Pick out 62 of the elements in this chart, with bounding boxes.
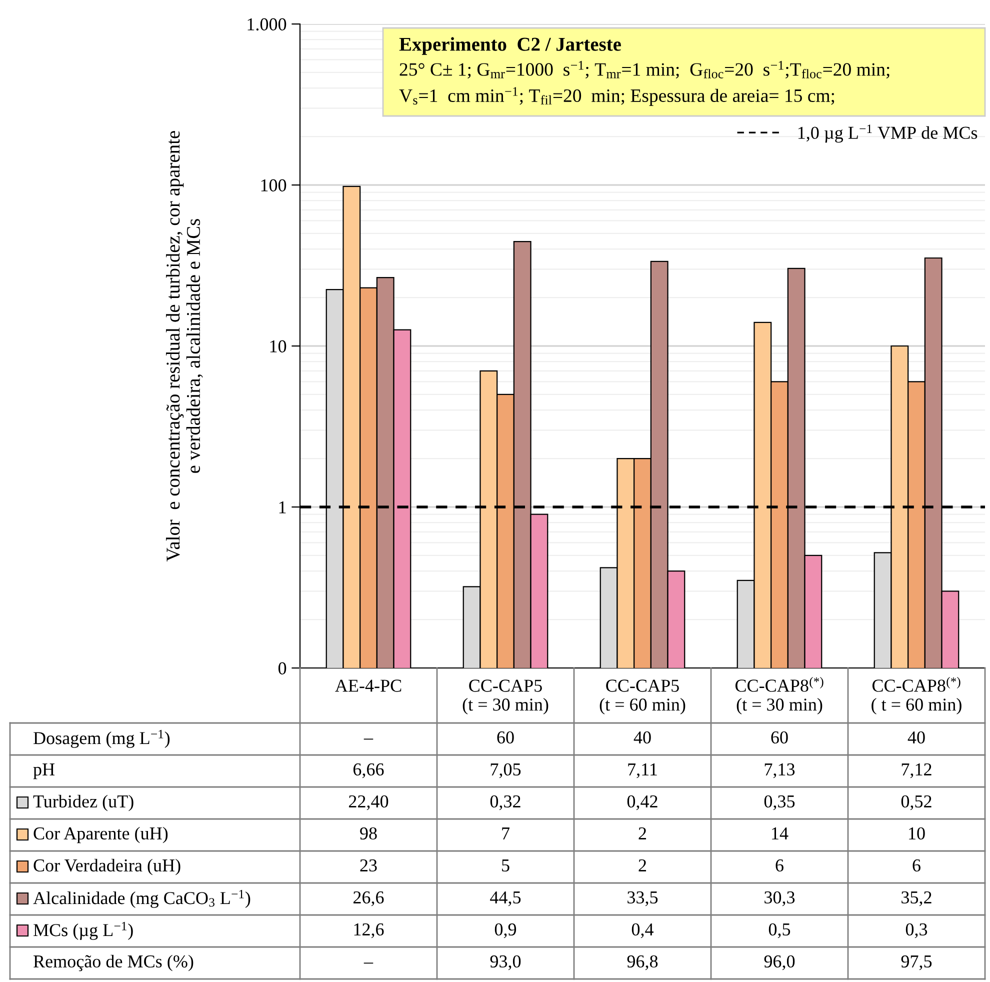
- data-label: 0,35: [764, 795, 795, 810]
- legend-label: 1,0 µg L$^{−1}$ VMP de MCs: [798, 124, 978, 143]
- data-label: 12,6: [354, 923, 384, 938]
- text: 6,66: [353, 763, 384, 778]
- data-label: 0,3: [906, 923, 928, 938]
- data-label: 7: [502, 828, 510, 840]
- legend-label: Cor Aparente (uH): [34, 826, 168, 844]
- data-label: 30,3: [764, 891, 795, 906]
- data-label: 23: [360, 859, 377, 872]
- data-label: 0,52: [901, 795, 932, 810]
- x-tick-label: CC-CAP8$^{(*)}$ (t = 30 min): [735, 677, 824, 714]
- y-tick-label: 10: [270, 340, 286, 352]
- text: 96,8: [627, 955, 658, 970]
- text: 7,12: [902, 763, 932, 778]
- y-tick-label: 1.000: [248, 18, 286, 31]
- y-tick-label: 0: [278, 662, 286, 674]
- data-label: 35,2: [902, 891, 932, 906]
- y-tick-label: 1: [279, 501, 286, 514]
- legend-label: MCs (µg L$^{−1}$): [34, 922, 133, 940]
- text: 7,11: [628, 763, 657, 778]
- text: –: [364, 962, 374, 964]
- text: –: [364, 738, 374, 740]
- data-label: 14: [772, 827, 788, 840]
- data-label: 2: [638, 859, 646, 872]
- text: Dosagem (mg L$^{−1}$): [34, 730, 170, 748]
- text: 93,0: [490, 955, 521, 970]
- data-label: 44,5: [490, 891, 521, 906]
- legend-label: Turbidez (uT): [33, 794, 134, 812]
- text: 60: [497, 731, 514, 744]
- data-label: 98: [360, 827, 377, 840]
- x-tick-label: CC-CAP5 (t = 60 min): [600, 680, 686, 714]
- text: 7,13: [764, 763, 795, 778]
- text: 40: [908, 731, 925, 744]
- text: 97,5: [901, 955, 932, 970]
- legend-label: Cor Verdadeira (uH): [34, 858, 180, 876]
- data-label: 0,9: [494, 923, 516, 938]
- y-axis-title: Valor e concentração residual de turbidez, cor aparente e verdadeira, alcalinidade e MCs: [166, 131, 203, 562]
- data-label: 6: [776, 859, 784, 872]
- data-label: 10: [909, 827, 925, 840]
- text: 40: [634, 731, 651, 744]
- text: 96,0: [764, 955, 795, 970]
- data-label: 26,6: [353, 891, 384, 906]
- x-tick-label: CC-CAP8$^{(*)}$ ( t = 60 min): [872, 677, 962, 714]
- text: Experimento C2 / Jarteste: [399, 37, 621, 55]
- data-label: 0,4: [632, 923, 654, 938]
- data-label: 0,32: [490, 795, 520, 810]
- data-label: 0,42: [627, 795, 658, 810]
- x-tick-label: AE-4-PC: [335, 680, 402, 692]
- text: Remoção de MCs (%): [34, 954, 194, 972]
- text: pH: [33, 764, 55, 780]
- text: 25° C± 1; G$_{mr}$=1000 s$^{−1}$; T$_{mr}$=1 min; G$_{floc}$=20 s$^{−1}$;T$_{floc}$=20 min; V$_{s}$=1 cm min$^{−1}$; T$_{fil}$=20 min; Espessura de areia= 15 cm;: [399, 60, 890, 106]
- y-tick-label: 100: [261, 179, 286, 192]
- data-label: 0,5: [768, 923, 790, 938]
- data-label: 2: [638, 827, 646, 840]
- data-label: 6: [912, 859, 920, 872]
- x-tick-label: CC-CAP5 (t = 30 min): [462, 680, 548, 714]
- data-label: 5: [502, 860, 510, 872]
- text: 7,05: [490, 763, 521, 778]
- data-label: 22,40: [348, 795, 388, 810]
- data-label: 33,5: [628, 891, 658, 906]
- legend-label: Alcalinidade (mg CaCO$_{3}$ L$^{−1}$): [33, 890, 250, 908]
- text: 60: [771, 731, 788, 744]
